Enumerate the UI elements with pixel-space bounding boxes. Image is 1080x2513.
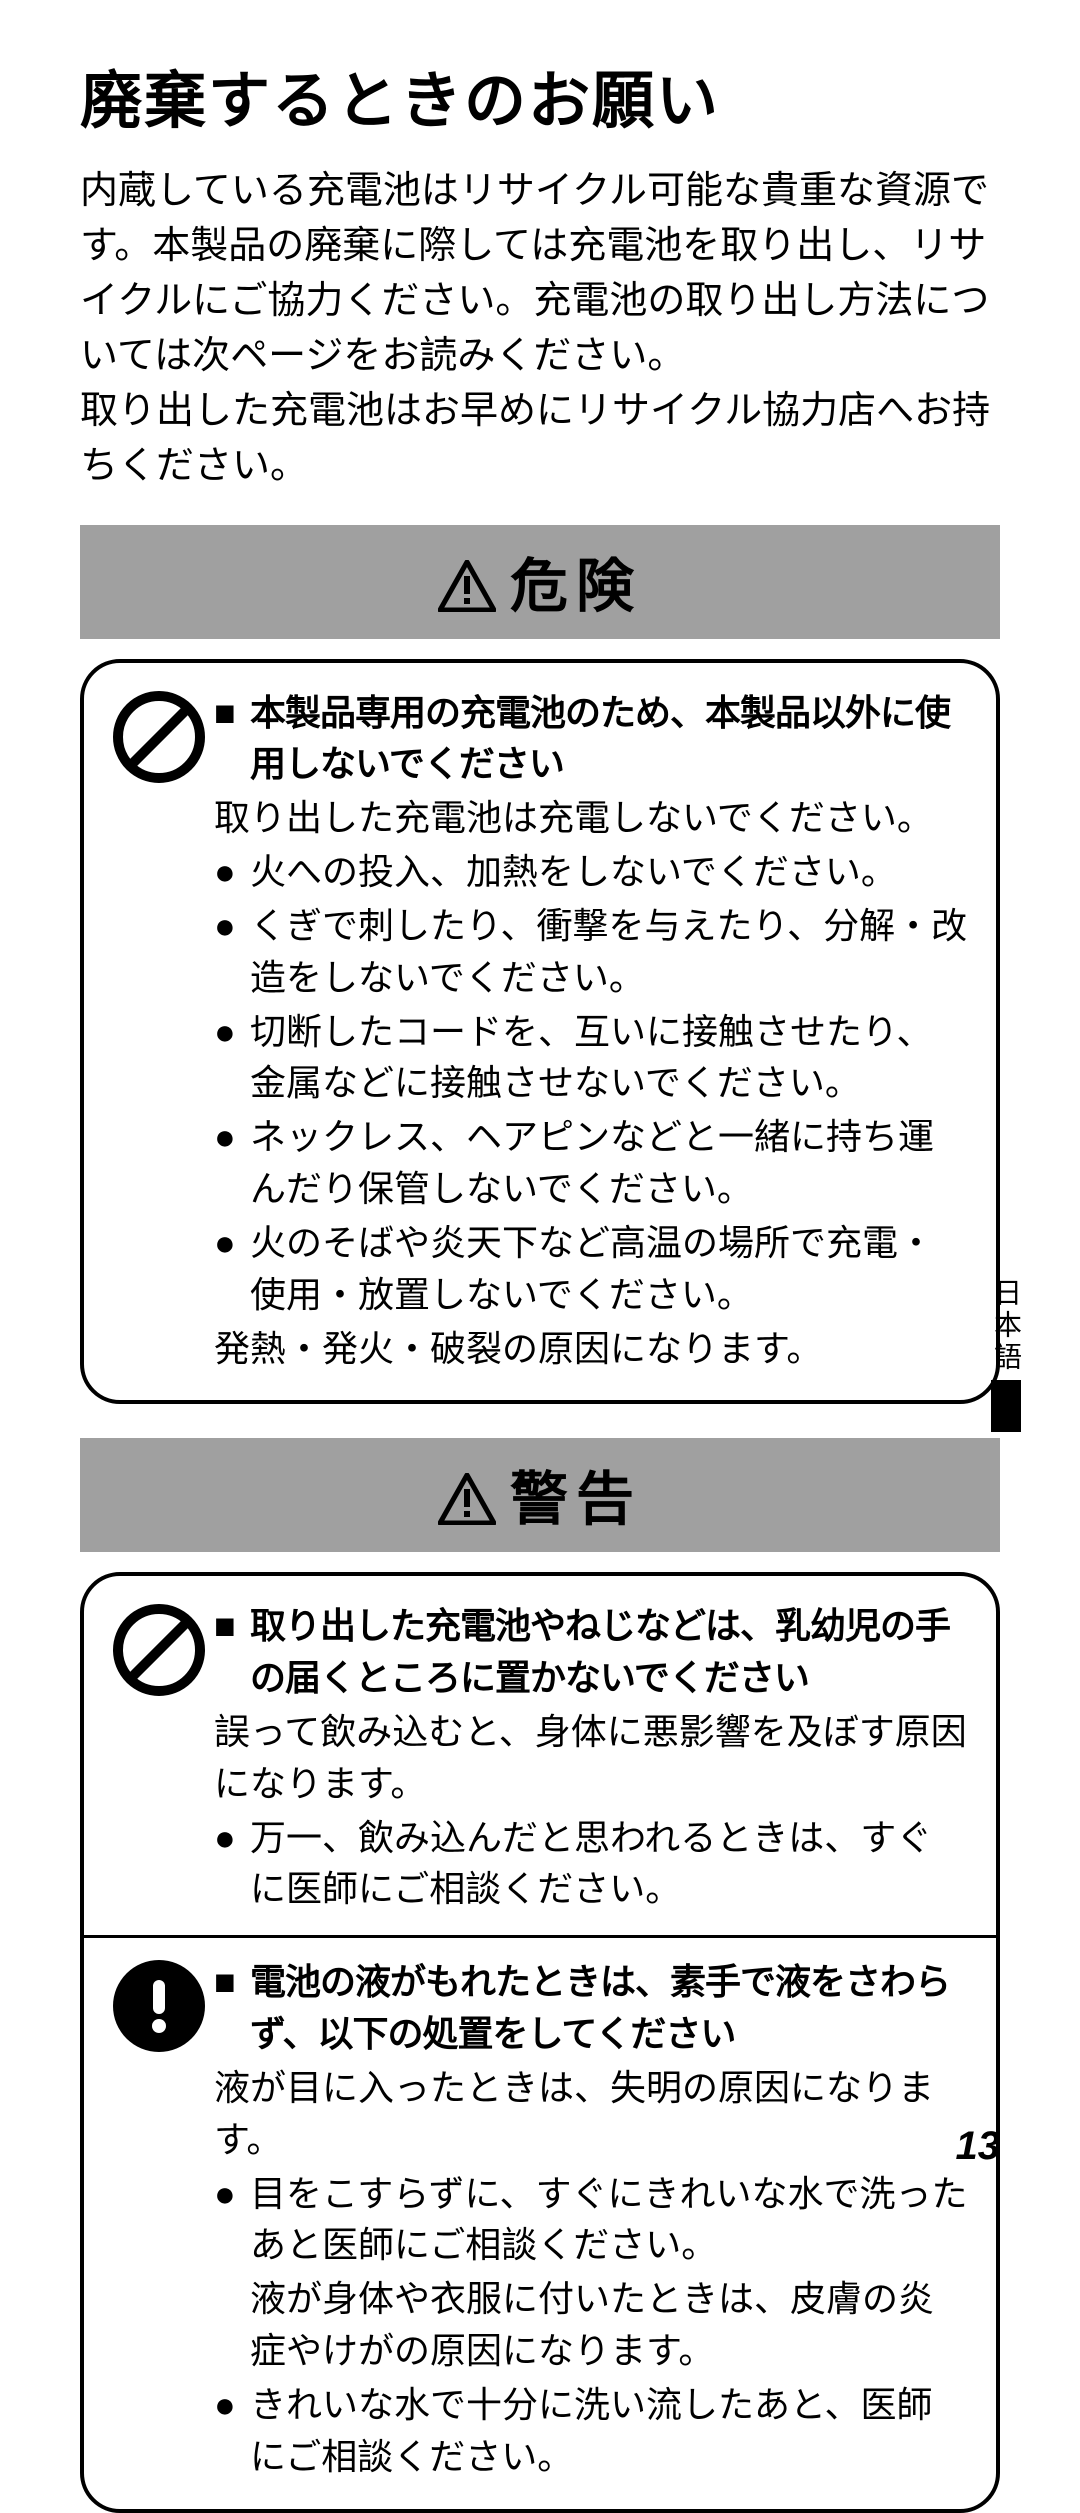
warning-mixed-1-0: 目をこすらずに、すぐにきれいな水で洗ったあと医師にご相談ください。 xyxy=(214,2168,968,2272)
danger-bullet-0-1: くぎで刺したり、衝撃を与えたり、分解・改造をしないでください。 xyxy=(214,900,968,1004)
warning-section-0: 取り出した充電池やねじなどは、乳幼児の手の届くところに置かないでください 誤って… xyxy=(104,1600,968,1917)
prohibit-icon xyxy=(113,1604,205,1696)
warning-heading-1: 電池の液がもれたときは、素手で液をさわらず、以下の処置をしてください xyxy=(214,1956,968,2060)
danger-bullet-0-0: 火への投入、加熱をしないでください。 xyxy=(214,846,968,898)
danger-box: 本製品専用の充電池のため、本製品以外に使用しないでください 取り出した充電池は充… xyxy=(80,659,1000,1405)
mandatory-icon xyxy=(113,1960,205,2052)
page-number: 13 xyxy=(956,2124,1001,2169)
warning-icon xyxy=(438,560,496,612)
danger-plain-0-0: 取り出した充電池は充電しないでください。 xyxy=(214,792,968,844)
danger-bullet-0-3: ネックレス、ヘアピンなどと一緒に持ち運んだり保管しないでください。 xyxy=(214,1111,968,1215)
warning-label: 警告 xyxy=(510,1467,642,1532)
danger-bullet-0-4: 火のそばや炎天下など高温の場所で充電・使用・放置しないでください。 xyxy=(214,1217,968,1321)
intro-text: 内蔵している充電池はリサイクル可能な貴重な資源です。本製品の廃棄に際しては充電池… xyxy=(80,164,1000,495)
danger-banner: 危険 xyxy=(80,525,1000,639)
warning-mixed-1-2: きれいな水で十分に洗い流したあと、医師にご相談ください。 xyxy=(214,2379,968,2483)
language-tab: 日本語 xyxy=(946,1278,1066,1432)
warning-section-1: 電池の液がもれたときは、素手で液をさわらず、以下の処置をしてください 液が目に入… xyxy=(104,1956,968,2484)
section-divider xyxy=(84,1935,996,1938)
warning-mixed-1-1: 液が身体や衣服に付いたときは、皮膚の炎症やけがの原因になります。 xyxy=(214,2273,968,2377)
language-tab-marker xyxy=(991,1380,1021,1432)
danger-trailing-0: 発熱・発火・破裂の原因になります。 xyxy=(214,1323,968,1375)
danger-label: 危険 xyxy=(510,554,642,619)
danger-heading-0: 本製品専用の充電池のため、本製品以外に使用しないでください xyxy=(214,687,968,791)
prohibit-icon xyxy=(113,691,205,783)
warning-plain-0-0: 誤って飲み込むと、身体に悪影響を及ぼす原因になります。 xyxy=(214,1706,968,1810)
page-title: 廃棄するときのお願い xyxy=(80,50,1000,140)
warning-icon xyxy=(438,1473,496,1525)
warning-bullet-0-0: 万一、飲み込んだと思われるときは、すぐに医師にご相談ください。 xyxy=(214,1812,968,1916)
warning-banner: 警告 xyxy=(80,1438,1000,1552)
warning-heading-0: 取り出した充電池やねじなどは、乳幼児の手の届くところに置かないでください xyxy=(214,1600,968,1704)
danger-bullet-0-2: 切断したコードを、互いに接触させたり、金属などに接触させないでください。 xyxy=(214,1006,968,1110)
warning-box: 取り出した充電池やねじなどは、乳幼児の手の届くところに置かないでください 誤って… xyxy=(80,1572,1000,2512)
language-tab-label: 日本語 xyxy=(986,1278,1026,1374)
danger-section-0: 本製品専用の充電池のため、本製品以外に使用しないでください 取り出した充電池は充… xyxy=(104,687,968,1377)
warning-plain-1-0: 液が目に入ったときは、失明の原因になります。 xyxy=(214,2062,968,2166)
